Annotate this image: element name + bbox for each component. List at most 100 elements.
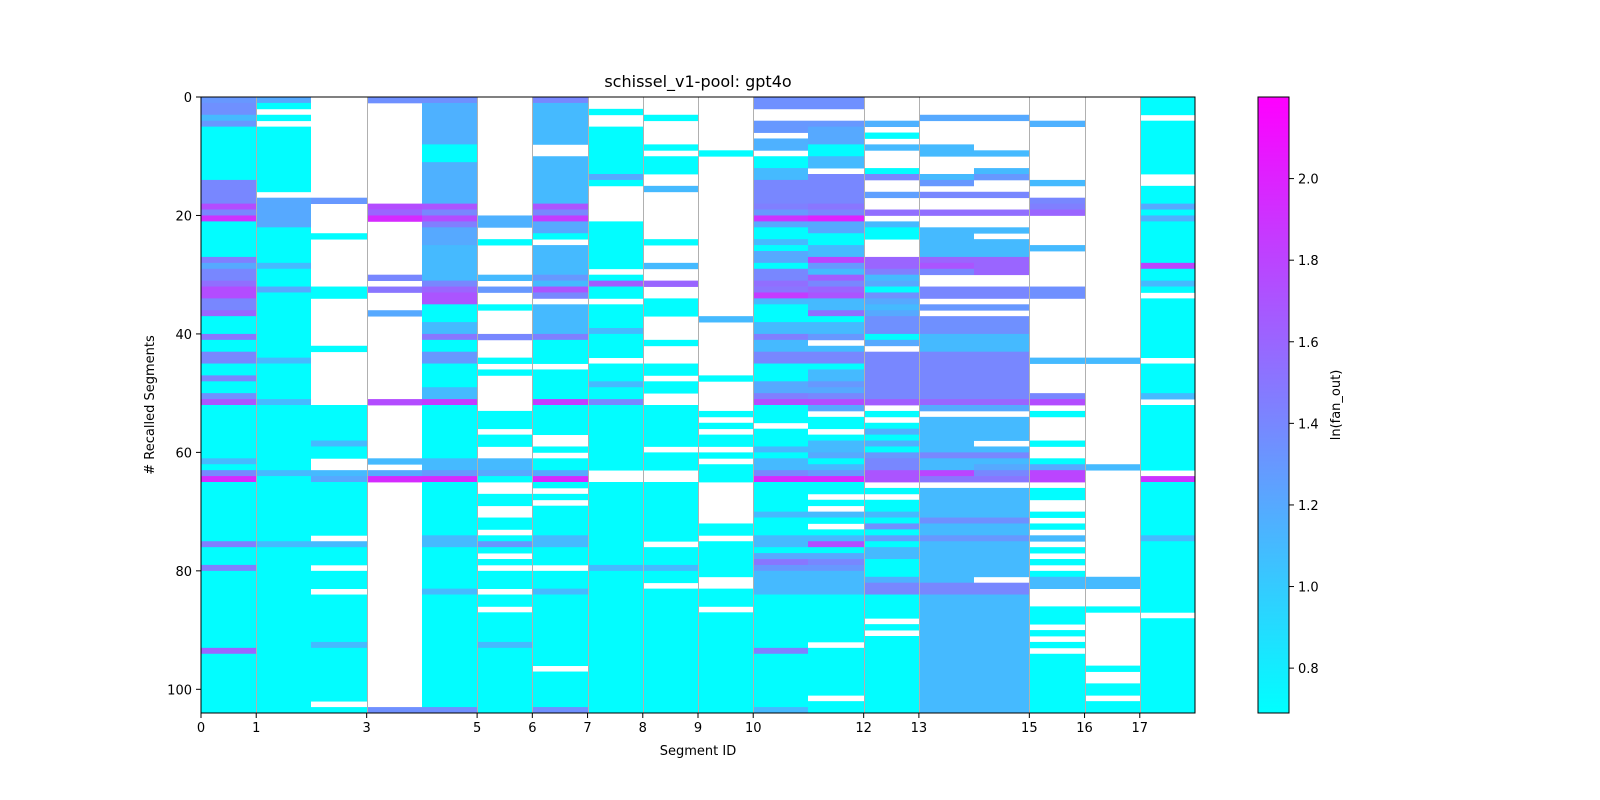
heatmap-cell xyxy=(753,262,808,270)
heatmap-cell xyxy=(1140,476,1195,483)
heatmap-cell xyxy=(864,440,919,447)
heatmap-cell xyxy=(808,215,864,222)
heatmap-cell xyxy=(532,547,588,566)
heatmap-cell xyxy=(753,405,808,424)
heatmap-cell xyxy=(974,470,1029,477)
heatmap-cell xyxy=(477,517,532,530)
heatmap-cell xyxy=(256,286,311,293)
heatmap-cell xyxy=(588,174,643,181)
colorbar-tick-label: 1.2 xyxy=(1298,499,1319,514)
heatmap-cell xyxy=(643,280,698,287)
heatmap-cell xyxy=(698,541,753,578)
heatmap-cell xyxy=(753,351,808,364)
heatmap-cell xyxy=(919,191,974,199)
heatmap-cell xyxy=(919,405,974,412)
heatmap-cell xyxy=(753,203,808,210)
heatmap-cell xyxy=(643,339,698,347)
heatmap-cell xyxy=(808,564,864,572)
heatmap-cell xyxy=(643,588,698,714)
heatmap-cell xyxy=(477,274,532,282)
heatmap-cell xyxy=(311,345,367,353)
heatmap-cell xyxy=(643,570,698,584)
heatmap-cell xyxy=(588,381,643,388)
heatmap-cell xyxy=(919,333,974,353)
y-tick-label: 40 xyxy=(175,328,192,343)
heatmap-cell xyxy=(864,547,919,560)
x-tick-label: 9 xyxy=(694,721,702,736)
colorbar-tick-label: 1.8 xyxy=(1298,254,1319,269)
heatmap-cell xyxy=(808,647,864,696)
heatmap-cell xyxy=(588,564,643,572)
heatmap-cell xyxy=(753,428,808,447)
heatmap-cell xyxy=(1140,262,1195,270)
heatmap-cell xyxy=(643,482,698,542)
heatmap-cell xyxy=(808,233,864,246)
heatmap-cell xyxy=(808,416,864,430)
heatmap-cell xyxy=(864,132,919,139)
heatmap-cell xyxy=(422,333,477,341)
chart-title: schissel_v1-pool: gpt4o xyxy=(604,72,791,92)
heatmap-cell xyxy=(256,476,311,542)
heatmap-cell xyxy=(422,351,477,364)
heatmap-cell xyxy=(532,215,588,222)
heatmap-cell xyxy=(864,399,919,406)
y-tick-label: 0 xyxy=(184,91,192,106)
heatmap-cell xyxy=(974,594,1029,714)
heatmap-cell xyxy=(808,345,864,353)
heatmap-cell xyxy=(808,144,864,157)
heatmap-cell xyxy=(1029,487,1085,501)
heatmap-cell xyxy=(974,523,1029,536)
heatmap-cell xyxy=(864,458,919,471)
heatmap-cell xyxy=(753,653,808,708)
heatmap-cell xyxy=(864,446,919,453)
heatmap-cell xyxy=(864,304,919,311)
x-tick-label: 8 xyxy=(639,721,647,736)
heatmap-cell xyxy=(808,393,864,400)
x-tick-label: 15 xyxy=(1021,721,1038,736)
heatmap-cell xyxy=(256,227,311,264)
heatmap-cell xyxy=(477,535,532,542)
heatmap-cell xyxy=(201,203,256,210)
heatmap-cell xyxy=(588,482,643,566)
heatmap-cell xyxy=(698,588,753,607)
heatmap-cell xyxy=(753,381,808,394)
heatmap-cell xyxy=(698,434,753,447)
heatmap-cell xyxy=(532,233,588,240)
colorbar-tick-label: 1.0 xyxy=(1298,581,1319,596)
heatmap-cell xyxy=(808,553,864,560)
colorbar-tick-label: 1.4 xyxy=(1298,417,1319,432)
heatmap-cell xyxy=(201,647,256,655)
heatmap-cell xyxy=(808,529,864,536)
heatmap-cell xyxy=(1029,440,1085,447)
heatmap-cell xyxy=(974,114,1029,122)
heatmap-cell xyxy=(753,215,808,222)
heatmap-cell xyxy=(753,594,808,649)
heatmap-cell xyxy=(311,446,367,459)
heatmap-cell xyxy=(532,399,588,406)
heatmap-cell xyxy=(974,452,1029,459)
heatmap-cell xyxy=(643,363,698,376)
heatmap-cell xyxy=(808,256,864,264)
heatmap-cell xyxy=(1085,665,1140,672)
heatmap-cell xyxy=(919,541,974,584)
heatmap-cell xyxy=(753,535,808,548)
heatmap-cell xyxy=(1029,641,1085,649)
heatmap-cell xyxy=(919,399,974,406)
heatmap-cell xyxy=(311,286,367,299)
heatmap-cell xyxy=(477,458,532,471)
heatmap-cell xyxy=(864,274,919,282)
heatmap-cell xyxy=(311,405,367,441)
heatmap-cell xyxy=(532,594,588,667)
heatmap-cell xyxy=(422,588,477,595)
heatmap-cell xyxy=(367,399,422,406)
heatmap-cell xyxy=(864,316,919,335)
heatmap-cell xyxy=(808,458,864,465)
heatmap-cell xyxy=(367,310,422,317)
heatmap-cell xyxy=(532,97,588,104)
heatmap-cell xyxy=(1029,535,1085,542)
heatmap-cell xyxy=(753,97,808,110)
heatmap-cell xyxy=(864,636,919,714)
heatmap-cell xyxy=(1029,197,1085,205)
heatmap-cell xyxy=(1140,215,1195,222)
heatmap-cell xyxy=(808,286,864,293)
